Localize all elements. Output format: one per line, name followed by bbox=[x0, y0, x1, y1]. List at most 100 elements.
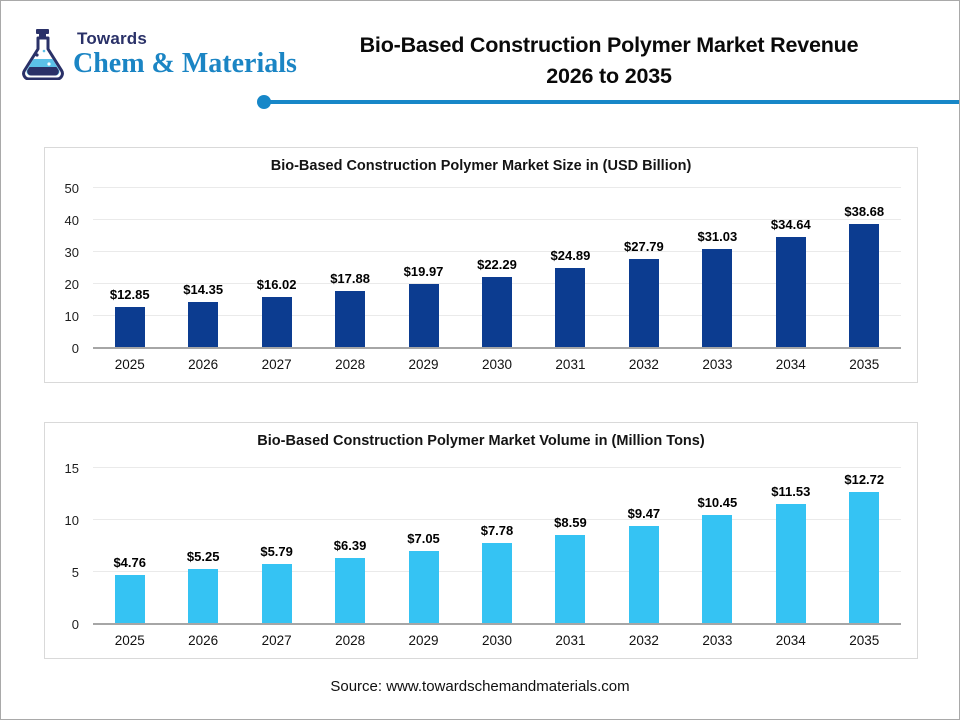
bar-column: $12.72 bbox=[828, 458, 901, 624]
bar-column: $10.45 bbox=[681, 458, 754, 624]
page-title-line2: 2026 to 2035 bbox=[546, 64, 672, 88]
bar bbox=[628, 525, 659, 624]
x-tick-label: 2030 bbox=[481, 633, 513, 648]
header-divider-line bbox=[267, 100, 959, 104]
bar bbox=[702, 248, 733, 348]
x-tick-label: 2032 bbox=[628, 357, 659, 372]
bar-column: $17.88 bbox=[313, 178, 386, 348]
bar-value-label: $7.78 bbox=[480, 523, 514, 539]
bar-value-label: $27.79 bbox=[624, 239, 664, 255]
bar-series: $12.85 $14.35 $16.02 $17.88 $19.97 $22.29 $24.… bbox=[93, 178, 901, 348]
x-tick-label: 2027 bbox=[261, 357, 292, 372]
gridline bbox=[93, 251, 901, 252]
bar-value-label: $6.39 bbox=[333, 537, 367, 553]
bar bbox=[335, 290, 366, 348]
y-tick-label: 10 bbox=[64, 309, 79, 324]
gridline bbox=[93, 187, 901, 188]
bar bbox=[628, 259, 659, 348]
bar bbox=[849, 491, 880, 624]
bar-column: $7.78 bbox=[460, 458, 533, 624]
bar-value-label: $7.05 bbox=[407, 530, 440, 546]
flask-icon bbox=[22, 29, 64, 80]
bar-column: $5.25 bbox=[166, 458, 239, 624]
bar-value-label: $12.72 bbox=[844, 471, 885, 487]
bar-column: $16.02 bbox=[240, 178, 313, 348]
bar-value-label: $12.85 bbox=[109, 286, 150, 302]
bar-column: $19.97 bbox=[387, 178, 460, 348]
bar-value-label: $22.29 bbox=[477, 256, 517, 272]
bar bbox=[702, 515, 733, 624]
chart-title: Bio-Based Construction Polymer Market Si… bbox=[270, 158, 692, 174]
y-tick-label: 10 bbox=[64, 513, 79, 528]
bar bbox=[408, 550, 439, 624]
bar bbox=[849, 224, 880, 348]
bar-series: $4.76 $5.25 $5.79 $6.39 $7.05 $7.78 $8.59 $9.47… bbox=[93, 458, 901, 624]
y-tick-label: 0 bbox=[71, 341, 79, 356]
y-tick-label: 0 bbox=[71, 617, 79, 632]
bar-value-label: $4.76 bbox=[113, 554, 146, 570]
bar-value-label: $31.03 bbox=[697, 228, 738, 244]
page-title: Bio-Based Construction Polymer Market Re… bbox=[263, 30, 955, 92]
market-size-plot-area: 0 10 20 30 40 50 $12.85 $14.35 $16.02 $17.88 $19.… bbox=[65, 178, 901, 356]
bar bbox=[555, 268, 586, 348]
source-text: Source: www.towardschemandmaterials.com bbox=[330, 678, 630, 695]
bar bbox=[261, 296, 292, 348]
bar-value-label: $19.97 bbox=[403, 264, 444, 280]
x-axis-labels: 2025 2026 2027 2028 2029 2030 2031 2032 2033 2034… bbox=[93, 357, 901, 372]
bar bbox=[555, 534, 586, 624]
x-tick-label: 2034 bbox=[775, 633, 806, 648]
bar bbox=[481, 543, 512, 624]
bar-value-label: $11.53 bbox=[771, 484, 811, 500]
x-axis-labels: 2025 2026 2027 2028 2029 2030 2031 2032 2033 2034… bbox=[93, 633, 901, 648]
x-tick-label: 2029 bbox=[408, 357, 439, 372]
bar bbox=[775, 237, 806, 348]
x-tick-label: 2031 bbox=[555, 633, 586, 648]
x-tick-label: 2027 bbox=[261, 633, 292, 648]
x-tick-label: 2032 bbox=[628, 633, 659, 648]
bar-value-label: $17.88 bbox=[330, 270, 370, 286]
y-tick-label: 15 bbox=[64, 461, 79, 476]
logo-line1: Towards bbox=[77, 29, 148, 48]
x-tick-label: 2025 bbox=[114, 357, 145, 372]
y-tick-label: 50 bbox=[64, 181, 79, 196]
brand-logo: Towards Chem & Materials bbox=[19, 28, 297, 80]
bar bbox=[188, 302, 219, 348]
bar-column: $38.68 bbox=[828, 178, 901, 348]
gridline bbox=[93, 467, 901, 468]
y-tick-label: 5 bbox=[71, 565, 79, 580]
bar-value-label: $9.47 bbox=[627, 505, 661, 521]
bar bbox=[114, 306, 145, 348]
bar-column: $12.85 bbox=[93, 178, 166, 348]
x-tick-label: 2028 bbox=[335, 357, 366, 372]
y-axis-labels: 0 5 10 15 bbox=[45, 458, 85, 632]
y-axis-labels: 0 10 20 30 40 50 bbox=[45, 178, 85, 356]
bar-column: $34.64 bbox=[754, 178, 827, 348]
bar-column: $24.89 bbox=[534, 178, 607, 348]
x-tick-label: 2031 bbox=[555, 357, 586, 372]
x-tick-label: 2029 bbox=[408, 633, 439, 648]
bar bbox=[775, 504, 806, 624]
bar bbox=[188, 569, 219, 624]
bar-value-label: $16.02 bbox=[256, 276, 297, 292]
x-tick-label: 2028 bbox=[335, 633, 366, 648]
bar bbox=[408, 284, 439, 348]
bar bbox=[261, 563, 292, 624]
logo-line2: Chem & Materials bbox=[73, 48, 297, 79]
gridline bbox=[93, 219, 901, 220]
x-tick-label: 2035 bbox=[849, 357, 880, 372]
bar-column: $7.05 bbox=[387, 458, 460, 624]
market-size-chart-panel: Bio-Based Construction Polymer Market Si… bbox=[44, 147, 918, 383]
bar-column: $8.59 bbox=[534, 458, 607, 624]
bar-value-label: $24.89 bbox=[550, 248, 591, 264]
y-tick-label: 40 bbox=[64, 213, 79, 228]
bar-column: $14.35 bbox=[166, 178, 239, 348]
bar-column: $4.76 bbox=[93, 458, 166, 624]
x-tick-label: 2034 bbox=[775, 357, 806, 372]
bar-column: $27.79 bbox=[607, 178, 680, 348]
market-volume-chart-panel: Bio-Based Construction Polymer Market Vo… bbox=[44, 422, 918, 659]
bar-value-label: $38.68 bbox=[844, 204, 885, 220]
chart-title: Bio-Based Construction Polymer Market Vo… bbox=[257, 433, 705, 449]
bar bbox=[335, 557, 366, 624]
x-tick-label: 2030 bbox=[481, 357, 513, 372]
market-volume-plot-area: 0 5 10 15 $4.76 $5.25 $5.79 $6.39 $7.05 $7.78 $8.… bbox=[65, 458, 901, 632]
